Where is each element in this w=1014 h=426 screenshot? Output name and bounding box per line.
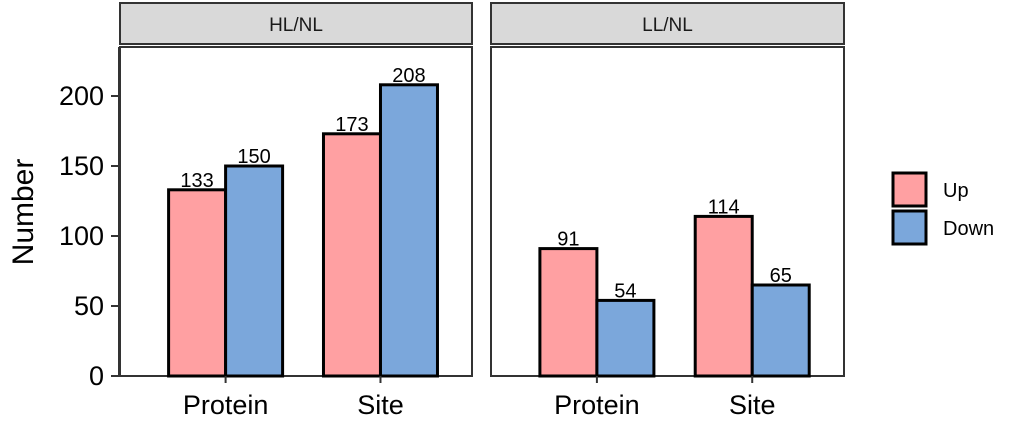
- bar-up: [321, 132, 382, 378]
- bar-down: [750, 283, 811, 378]
- legend-swatch-up: [891, 171, 928, 208]
- facet-panels: HL/NL 133 150 Protein 173 208 Site LL/NL 91 54 Pro…: [119, 2, 845, 420]
- facet-strip: [119, 2, 473, 45]
- bar-value-label: 133: [180, 170, 213, 192]
- x-tick-label: Protein: [554, 390, 640, 420]
- legend: Up Down: [891, 171, 994, 246]
- bar-value-label: 54: [614, 280, 636, 302]
- facet-panel: LL/NL 91 54 Protein 114 65 Site: [490, 2, 845, 420]
- bar-value-label: 173: [335, 114, 368, 136]
- facet-strip: [490, 2, 845, 45]
- bar-value-label: 114: [708, 196, 740, 218]
- bar-up: [693, 214, 754, 378]
- y-tick-label: 50: [74, 291, 104, 321]
- bar-value-label: 150: [237, 146, 270, 168]
- bar-value-label: 91: [557, 229, 579, 251]
- x-tick-label: Protein: [183, 390, 269, 420]
- x-tick-label: Site: [357, 390, 404, 420]
- y-tick-label: 200: [59, 81, 104, 111]
- y-axis: 0 50 100 150 200: [59, 47, 120, 391]
- bar-down: [595, 298, 656, 378]
- y-tick-label: 150: [59, 151, 104, 181]
- legend-label-up: Up: [943, 180, 969, 202]
- legend-swatch-down: [891, 209, 928, 246]
- bar-down: [378, 83, 439, 378]
- facet-panel: HL/NL 133 150 Protein 173 208 Site: [119, 2, 473, 420]
- x-tick-label: Site: [729, 390, 776, 420]
- bar-up: [538, 247, 599, 378]
- y-tick-label: 0: [89, 361, 104, 391]
- bar-value-label: 65: [770, 265, 792, 287]
- bar-value-label: 208: [392, 65, 425, 87]
- legend-label-down: Down: [943, 218, 994, 240]
- bar-up: [167, 188, 228, 378]
- y-tick-label: 100: [59, 221, 104, 251]
- facet-strip-label: HL/NL: [269, 15, 323, 36]
- bar-down: [224, 164, 285, 378]
- facet-strip-label: LL/NL: [642, 15, 693, 36]
- y-axis-title: Number: [7, 159, 40, 266]
